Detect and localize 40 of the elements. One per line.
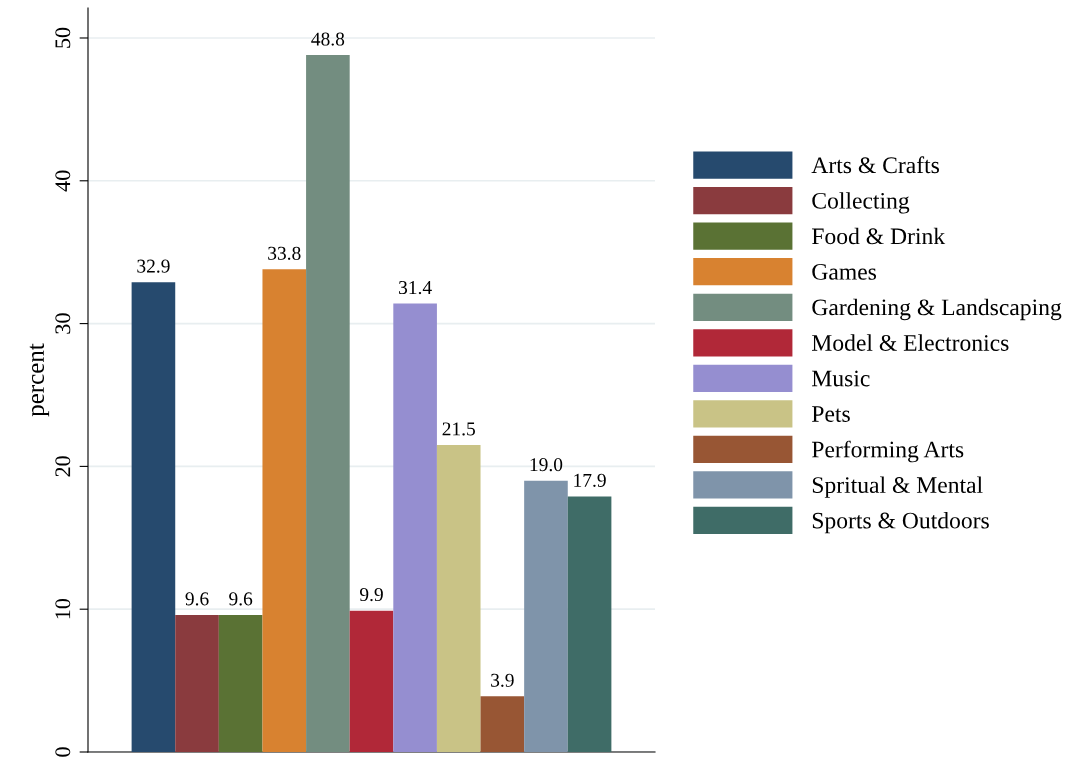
y-tick-label: 20	[55, 456, 71, 477]
bar	[524, 480, 568, 752]
data-label: 48.8	[311, 32, 345, 46]
bar	[436, 444, 481, 752]
legend-label: Gardening & Landscaping	[812, 298, 1062, 321]
data-label: 3.9	[491, 673, 514, 687]
bar	[480, 696, 525, 752]
legend-label: Music	[811, 370, 870, 387]
data-label: 9.6	[185, 592, 209, 606]
legend-label: Performing Arts	[811, 440, 964, 463]
data-label: 9.9	[359, 588, 383, 602]
bar	[567, 496, 612, 752]
bar	[306, 55, 350, 752]
bar	[262, 269, 307, 752]
y-axis-title: percent	[29, 343, 50, 417]
y-tick-label: 30	[55, 313, 71, 334]
y-tick-label: 40	[55, 170, 71, 192]
bar	[218, 614, 263, 752]
data-label: 19.0	[530, 458, 563, 472]
data-label: 21.5	[442, 422, 475, 436]
bar	[349, 610, 394, 752]
legend-label: Arts & Crafts	[811, 156, 939, 174]
data-label: 17.9	[574, 473, 606, 487]
y-tick-label: 0	[55, 747, 71, 757]
y-tick-label: 10	[55, 598, 71, 619]
y-tick-label: 50	[55, 27, 71, 48]
data-label: 31.4	[399, 281, 432, 295]
legend-label: Spritual & Mental	[812, 476, 983, 498]
legend-label: Food & Drink	[811, 227, 946, 245]
legend-label: Games	[812, 263, 877, 280]
legend-label: Sports & Outdoors	[812, 511, 989, 534]
data-label: 32.9	[137, 259, 170, 273]
data-label: 9.6	[229, 592, 253, 606]
legend-label: Collecting	[812, 192, 910, 214]
legend-label: Pets	[811, 406, 850, 422]
bar	[175, 614, 219, 752]
data-label: 33.8	[268, 246, 301, 260]
bar	[393, 303, 437, 752]
bar	[131, 282, 176, 752]
legend-label: Model & Electronics	[811, 334, 1009, 351]
